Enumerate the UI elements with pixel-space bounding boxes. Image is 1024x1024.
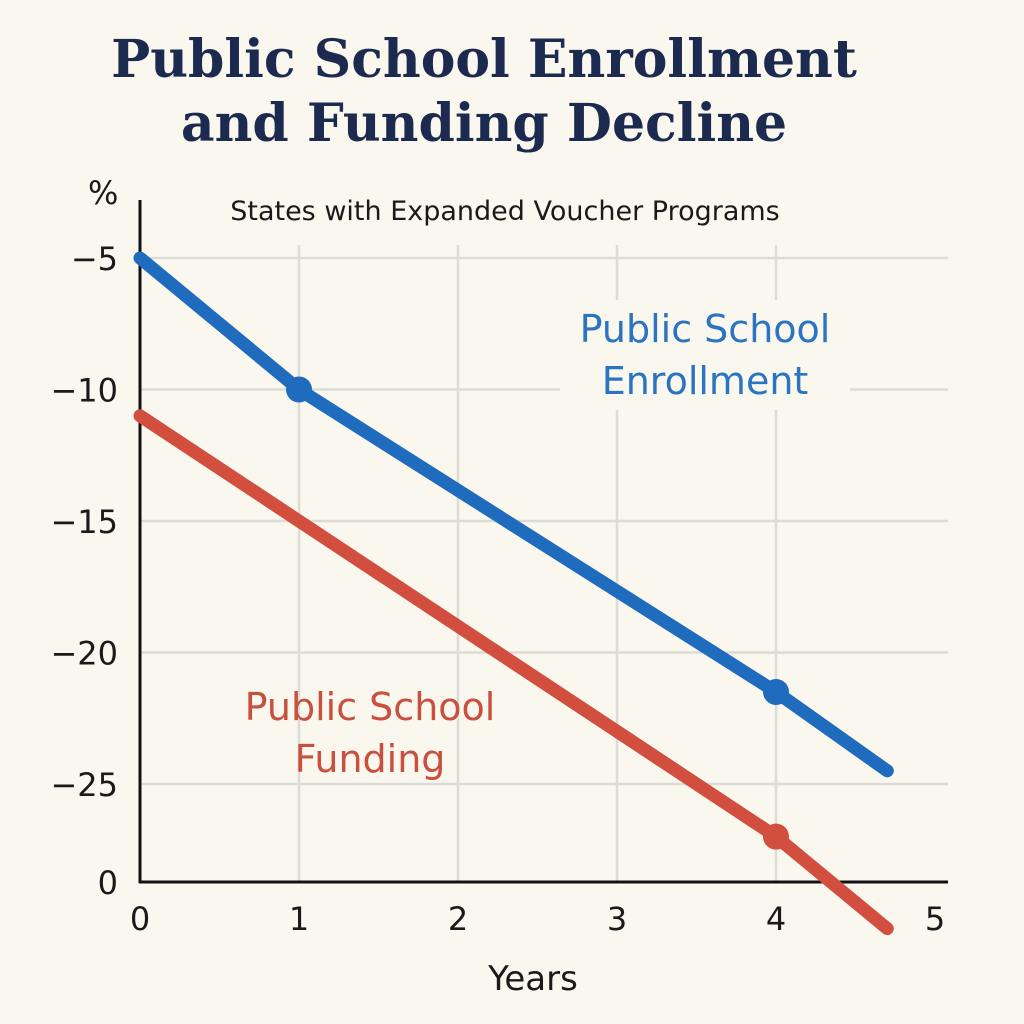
x-tick-label: 3: [607, 900, 627, 938]
data-point: [286, 376, 312, 403]
x-tick-label: 5: [925, 900, 945, 938]
y-tick-label: −20: [50, 635, 118, 673]
y-tick-label: −15: [50, 503, 118, 541]
x-tick-label: 4: [766, 900, 786, 938]
series-label-funding: Public School: [245, 685, 496, 729]
chart-title-line-2: and Funding Decline: [180, 93, 788, 154]
x-tick-label: 0: [130, 900, 150, 938]
y-tick-label: −25: [50, 766, 118, 804]
series-label-background: [560, 300, 850, 410]
series-line-enrollment: [133, 251, 894, 778]
data-point: [763, 823, 789, 850]
x-axis-label: Years: [487, 959, 578, 999]
y-tick-label: −5: [71, 240, 118, 278]
series: [133, 251, 894, 936]
series-label-funding: Funding: [295, 737, 446, 781]
x-tick-label: 2: [448, 900, 468, 938]
grid: [140, 245, 948, 882]
chart-title: Public School Enrollment and Funding Dec…: [0, 28, 968, 156]
series-label-enrollment: Enrollment: [602, 359, 809, 403]
y-axis-label: %: [88, 174, 118, 212]
labels: States with Expanded Voucher Programs Pub…: [230, 196, 850, 781]
y-tick-label: 0: [98, 864, 118, 902]
series-label-enrollment: Public School: [580, 307, 831, 351]
data-point: [763, 678, 789, 705]
x-tick-label: 1: [289, 900, 309, 938]
y-tick-label: −10: [50, 372, 118, 410]
chart-subtitle: States with Expanded Voucher Programs: [230, 196, 780, 227]
axes: −5 −10 −15 −20 −25 0% 0 1 2 3 4 5 Years: [50, 174, 948, 999]
chart-title-line-1: Public School Enrollment: [111, 29, 857, 90]
